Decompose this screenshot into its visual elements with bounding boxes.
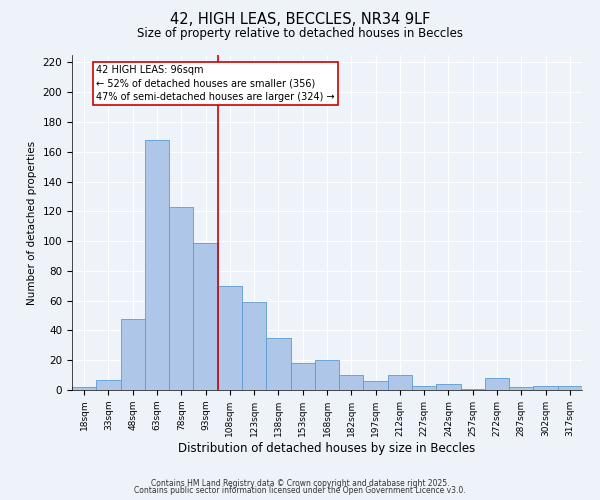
Bar — [412, 386, 436, 390]
Bar — [290, 363, 315, 390]
Text: Contains public sector information licensed under the Open Government Licence v3: Contains public sector information licen… — [134, 486, 466, 495]
Bar — [315, 360, 339, 390]
Bar — [461, 388, 485, 390]
Bar — [558, 386, 582, 390]
Text: 42, HIGH LEAS, BECCLES, NR34 9LF: 42, HIGH LEAS, BECCLES, NR34 9LF — [170, 12, 430, 28]
Bar — [533, 386, 558, 390]
Bar — [193, 242, 218, 390]
Bar — [242, 302, 266, 390]
Text: Contains HM Land Registry data © Crown copyright and database right 2025.: Contains HM Land Registry data © Crown c… — [151, 478, 449, 488]
Bar — [436, 384, 461, 390]
Y-axis label: Number of detached properties: Number of detached properties — [27, 140, 37, 304]
Bar — [509, 387, 533, 390]
Bar — [96, 380, 121, 390]
Bar — [72, 387, 96, 390]
Bar — [364, 381, 388, 390]
Bar — [339, 375, 364, 390]
Text: Size of property relative to detached houses in Beccles: Size of property relative to detached ho… — [137, 28, 463, 40]
Bar — [388, 375, 412, 390]
Bar — [121, 318, 145, 390]
Bar — [218, 286, 242, 390]
Bar — [169, 207, 193, 390]
Bar — [266, 338, 290, 390]
Bar — [485, 378, 509, 390]
X-axis label: Distribution of detached houses by size in Beccles: Distribution of detached houses by size … — [178, 442, 476, 454]
Text: 42 HIGH LEAS: 96sqm
← 52% of detached houses are smaller (356)
47% of semi-detac: 42 HIGH LEAS: 96sqm ← 52% of detached ho… — [96, 66, 335, 102]
Bar — [145, 140, 169, 390]
